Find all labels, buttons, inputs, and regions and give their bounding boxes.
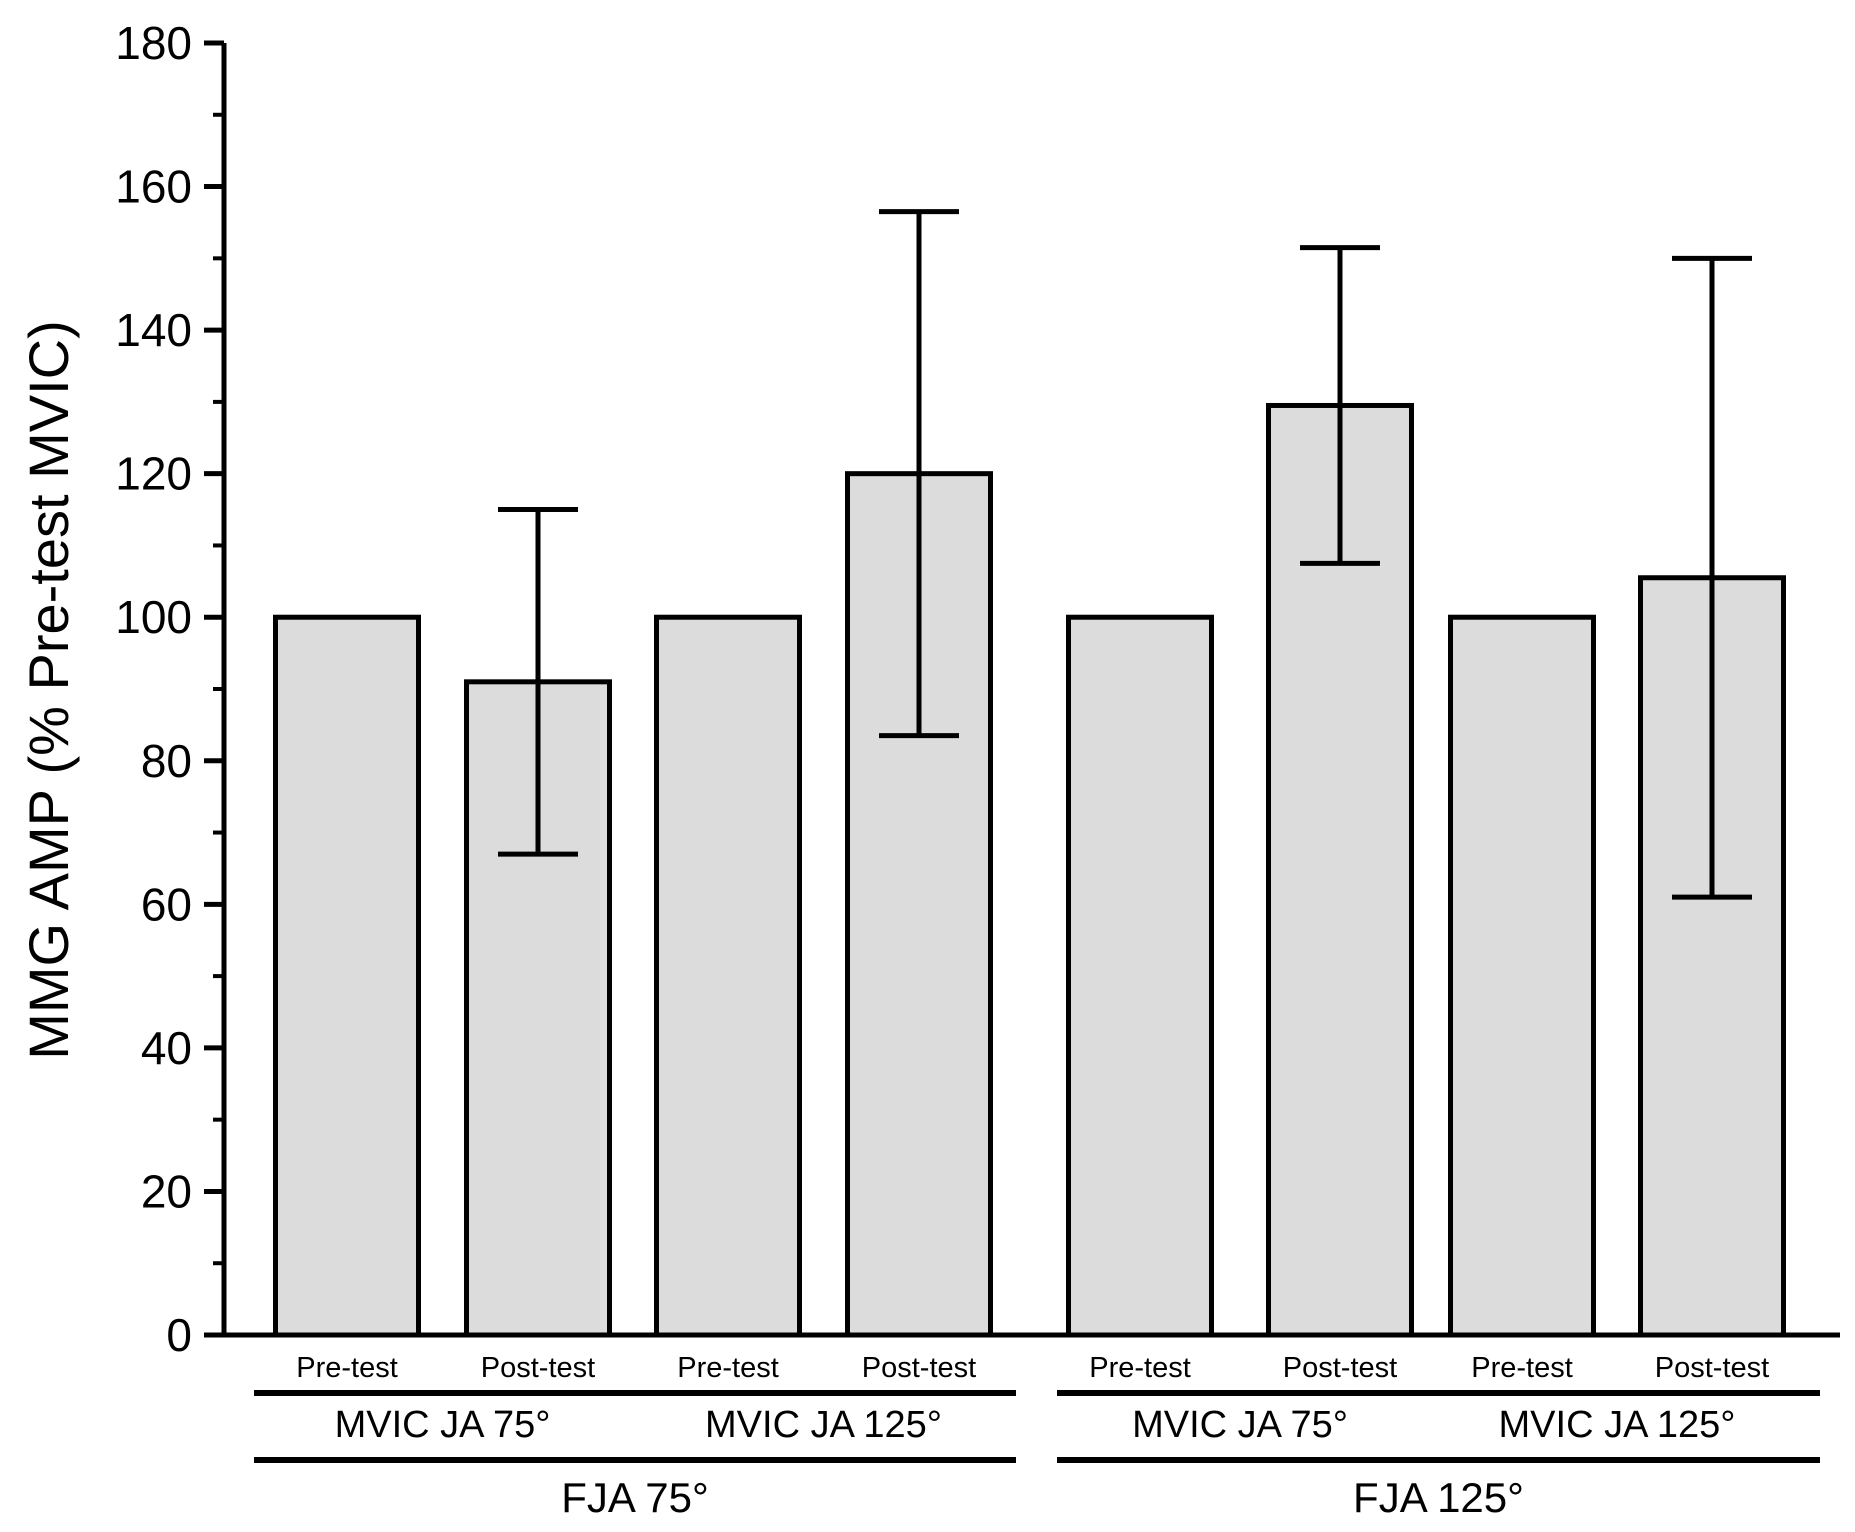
y-tick-label-40: 40	[141, 1022, 192, 1074]
bar-7	[1448, 614, 1596, 1338]
x-category-label-6: Post-test	[1283, 1352, 1397, 1384]
x-category-label-4: Post-test	[862, 1352, 976, 1384]
x-category-label-5: Pre-test	[1089, 1352, 1191, 1384]
x-category-label-8: Post-test	[1655, 1352, 1769, 1384]
bar-8	[1638, 575, 1786, 1338]
axes-layer	[204, 40, 1840, 1463]
supergroup-label-2: FJA 125°	[1353, 1474, 1524, 1521]
y-axis-label: MMG AMP (% Pre-test MVIC)	[17, 320, 80, 1059]
y-tick-label-100: 100	[115, 591, 192, 643]
labels-layer: 0 20 40 60 80 100 120 140 160 180 Pre-test Post-tes…	[115, 17, 1769, 1521]
group-label-1: MVIC JA 75°	[335, 1404, 551, 1446]
bar-3	[654, 614, 802, 1338]
y-tick-label-160: 160	[115, 161, 192, 213]
bars-layer	[273, 402, 1786, 1338]
y-tick-label-0: 0	[166, 1309, 192, 1361]
y-tick-label-140: 140	[115, 304, 192, 356]
y-tick-label-60: 60	[141, 878, 192, 930]
error-bars-layer	[498, 209, 1752, 900]
group-label-4: MVIC JA 125°	[1499, 1404, 1736, 1446]
group-label-3: MVIC JA 75°	[1132, 1404, 1348, 1446]
x-category-label-1: Pre-test	[296, 1352, 398, 1384]
bar-1	[273, 614, 421, 1338]
x-category-label-3: Pre-test	[677, 1352, 779, 1384]
y-tick-label-20: 20	[141, 1165, 192, 1217]
group-label-2: MVIC JA 125°	[705, 1404, 942, 1446]
bar-5	[1066, 614, 1214, 1338]
supergroup-label-1: FJA 75°	[561, 1474, 709, 1521]
x-category-label-2: Post-test	[481, 1352, 595, 1384]
y-tick-label-180: 180	[115, 17, 192, 69]
y-tick-label-80: 80	[141, 735, 192, 787]
x-category-label-7: Pre-test	[1471, 1352, 1573, 1384]
y-tick-label-120: 120	[115, 448, 192, 500]
